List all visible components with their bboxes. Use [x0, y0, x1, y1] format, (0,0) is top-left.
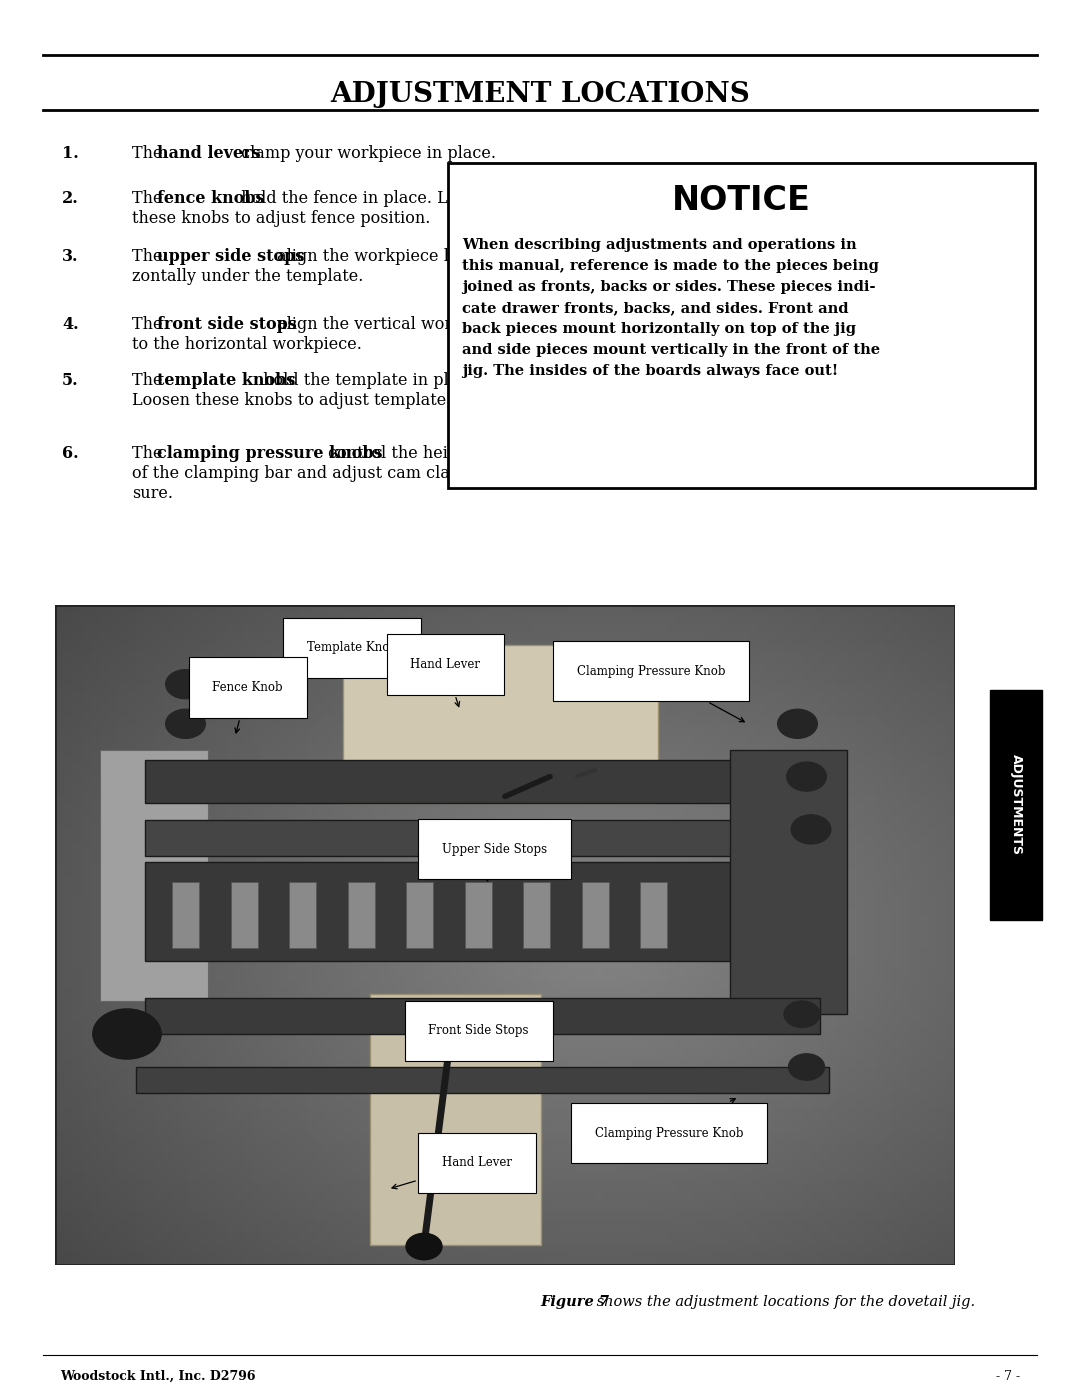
FancyBboxPatch shape	[172, 882, 199, 949]
Bar	[990, 690, 1042, 921]
Circle shape	[786, 763, 826, 791]
Text: Clamping Pressure Knob: Clamping Pressure Knob	[595, 1098, 743, 1140]
Text: jig. The insides of the boards always face out!: jig. The insides of the boards always fa…	[462, 365, 838, 379]
Text: Hand Lever: Hand Lever	[392, 1157, 512, 1189]
Text: clamp your workpiece in place.: clamp your workpiece in place.	[237, 145, 497, 162]
Text: Fence Knob: Fence Knob	[213, 680, 283, 733]
Text: 1.: 1.	[62, 145, 79, 162]
FancyBboxPatch shape	[230, 882, 257, 949]
FancyBboxPatch shape	[581, 882, 608, 949]
Text: back pieces mount horizontally on top of the jig: back pieces mount horizontally on top of…	[462, 321, 856, 337]
Text: to the horizontal workpiece.: to the horizontal workpiece.	[132, 337, 362, 353]
Text: 3.: 3.	[62, 249, 79, 265]
Bar	[343, 644, 658, 803]
Text: of the clamping bar and adjust cam clamping pres-: of the clamping bar and adjust cam clamp…	[132, 465, 548, 482]
Circle shape	[406, 1234, 442, 1260]
Text: fence knobs: fence knobs	[158, 190, 265, 207]
Circle shape	[784, 1002, 820, 1027]
FancyBboxPatch shape	[640, 882, 667, 949]
FancyBboxPatch shape	[348, 882, 375, 949]
FancyBboxPatch shape	[145, 997, 820, 1034]
Text: - 7 -: - 7 -	[996, 1370, 1020, 1383]
Circle shape	[788, 1053, 824, 1080]
Text: this manual, reference is made to the pieces being: this manual, reference is made to the pi…	[462, 258, 879, 272]
Text: Hand Lever: Hand Lever	[410, 658, 481, 707]
Text: cate drawer fronts, backs, and sides. Front and: cate drawer fronts, backs, and sides. Fr…	[462, 300, 849, 314]
Text: When describing adjustments and operations in: When describing adjustments and operatio…	[462, 237, 856, 251]
Text: align the workpiece hori-: align the workpiece hori-	[272, 249, 483, 265]
Text: The: The	[132, 446, 167, 462]
Text: NOTICE: NOTICE	[672, 184, 811, 218]
Text: The: The	[132, 190, 167, 207]
Circle shape	[93, 1009, 161, 1059]
Text: clamping pressure knobs: clamping pressure knobs	[158, 446, 382, 462]
Bar	[100, 750, 208, 1002]
Text: ADJUSTMENT LOCATIONS: ADJUSTMENT LOCATIONS	[330, 81, 750, 109]
Bar	[145, 862, 730, 961]
Circle shape	[165, 669, 205, 698]
Text: ADJUSTMENTS: ADJUSTMENTS	[1010, 754, 1023, 855]
Text: Clamping Pressure Knob: Clamping Pressure Knob	[577, 665, 744, 722]
Text: The: The	[132, 316, 167, 332]
FancyBboxPatch shape	[136, 1067, 829, 1094]
FancyBboxPatch shape	[464, 882, 491, 949]
Text: 6.: 6.	[62, 446, 79, 462]
Text: The: The	[132, 145, 167, 162]
Circle shape	[778, 710, 818, 739]
Text: template knobs: template knobs	[158, 372, 296, 388]
Text: front side stops: front side stops	[158, 316, 297, 332]
FancyBboxPatch shape	[523, 882, 550, 949]
Text: The: The	[132, 249, 167, 265]
Text: hold the fence in place. Loosen: hold the fence in place. Loosen	[237, 190, 496, 207]
Circle shape	[165, 710, 205, 739]
Text: 2.: 2.	[62, 190, 79, 207]
Text: 5.: 5.	[62, 372, 79, 388]
FancyBboxPatch shape	[289, 882, 316, 949]
Text: Front Side Stops: Front Side Stops	[429, 1024, 529, 1056]
Text: Woodstock Intl., Inc. D2796: Woodstock Intl., Inc. D2796	[60, 1370, 256, 1383]
Text: align the vertical workpiece: align the vertical workpiece	[272, 316, 505, 332]
FancyBboxPatch shape	[406, 882, 433, 949]
Text: Figure 7: Figure 7	[540, 1295, 609, 1309]
Bar	[730, 750, 847, 1014]
FancyBboxPatch shape	[145, 820, 820, 856]
Text: Upper Side Stops: Upper Side Stops	[442, 842, 548, 882]
Text: shows the adjustment locations for the dovetail jig.: shows the adjustment locations for the d…	[592, 1295, 975, 1309]
Text: Template Knob: Template Knob	[247, 641, 397, 708]
Text: hold the template in place.: hold the template in place.	[258, 372, 482, 388]
Text: upper side stops: upper side stops	[158, 249, 305, 265]
Text: The: The	[132, 372, 167, 388]
Text: zontally under the template.: zontally under the template.	[132, 268, 363, 285]
Circle shape	[792, 814, 831, 844]
Text: hand levers: hand levers	[158, 145, 261, 162]
Text: and side pieces mount vertically in the front of the: and side pieces mount vertically in the …	[462, 344, 880, 358]
FancyBboxPatch shape	[145, 760, 820, 803]
Text: Loosen these knobs to adjust template position.: Loosen these knobs to adjust template po…	[132, 393, 522, 409]
Text: these knobs to adjust fence position.: these knobs to adjust fence position.	[132, 210, 430, 226]
Text: control the height: control the height	[323, 446, 475, 462]
Text: 4.: 4.	[62, 316, 79, 332]
Bar	[370, 995, 541, 1245]
Text: joined as fronts, backs or sides. These pieces indi-: joined as fronts, backs or sides. These …	[462, 279, 876, 293]
Text: sure.: sure.	[132, 485, 173, 502]
Bar	[448, 163, 1035, 488]
